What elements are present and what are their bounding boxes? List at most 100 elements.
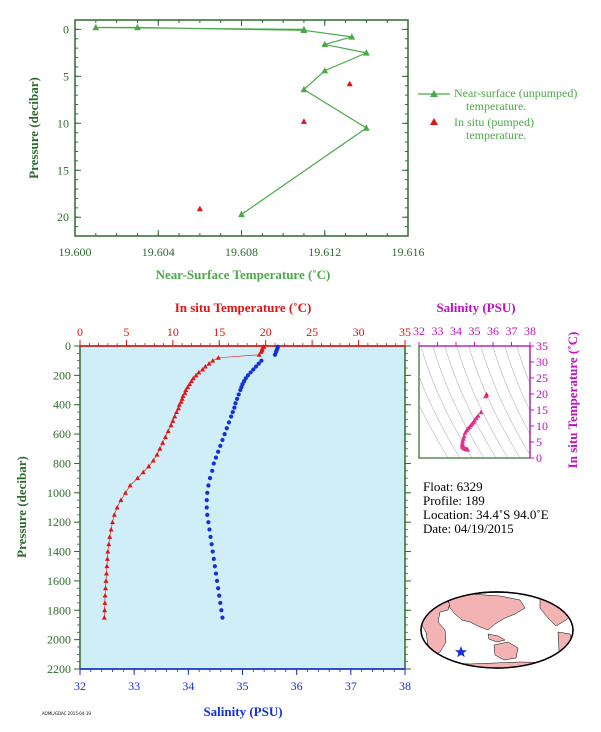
salinity-tick-label: 36: [291, 679, 303, 693]
temperature-point: [258, 349, 264, 354]
temperature-point: [190, 375, 196, 381]
temperature-point: [111, 512, 117, 517]
temperature-point: [202, 363, 208, 369]
salinity-tick-label: 32: [74, 679, 86, 693]
salinity-point: [256, 361, 261, 366]
pressure-tick-label: 400: [53, 398, 71, 412]
map-outline: [420, 591, 574, 669]
temperature-point: [160, 440, 166, 445]
near-surface-point: [321, 40, 329, 48]
near-surface-y-axis-label: Pressure (decibar): [26, 77, 41, 179]
salinity-tick-label: 34: [182, 679, 194, 693]
isopycnal-contour: [444, 346, 497, 458]
salinity-point: [206, 483, 211, 488]
profile-number-text: Profile: 189: [423, 493, 485, 508]
x-tick-label: 19.612: [308, 245, 341, 259]
land-asia: [447, 593, 526, 631]
ts-salinity-tick-label: 36: [487, 324, 499, 338]
isopycnal-contour: [516, 346, 530, 385]
legend-marker-label-2: temperature.: [466, 128, 526, 142]
isopycnal-contour: [456, 346, 509, 458]
salinity-point: [213, 571, 219, 576]
salinity-point: [217, 593, 222, 598]
temperature-point: [135, 475, 141, 481]
legend-line-label-1: Near-surface (unpumped): [454, 86, 577, 100]
salinity-point: [222, 431, 227, 437]
salinity-point: [224, 426, 229, 431]
temperature-point: [110, 519, 115, 525]
pressure-tick-label: 1800: [47, 603, 71, 617]
y-tick-label: 0: [63, 22, 69, 36]
pressure-tick-label: 1200: [47, 515, 71, 529]
temperature-point: [140, 469, 146, 475]
location-text: Location: 34.4˚S 94.0˚E: [423, 507, 549, 522]
ts-salinity-tick-label: 32: [413, 324, 425, 338]
salinity-point: [232, 405, 237, 410]
salinity-point: [272, 352, 278, 357]
salinity-tick-label: 37: [345, 679, 357, 693]
near-surface-point: [134, 23, 141, 31]
near-surface-x-axis-label: Near-Surface Temperature (˚C): [156, 267, 331, 282]
salinity-point: [234, 396, 240, 401]
temperature-point: [256, 352, 262, 357]
isopycnal-contour: [504, 346, 530, 412]
temperature-point: [146, 463, 152, 469]
salinity-point: [245, 373, 251, 378]
isopycnal-contour: [419, 403, 449, 458]
ts-density-contours: [419, 346, 530, 458]
profile-y-axis-label: Pressure (decibar): [14, 456, 29, 558]
ts-y-axis-label: In situ Temperature (˚C): [565, 332, 580, 469]
temperature-point: [175, 405, 181, 411]
x-tick-label: 19.600: [59, 245, 92, 259]
temperature-point: [157, 446, 163, 451]
profile-plot-area: [79, 345, 406, 670]
isopycnal-contour: [419, 375, 461, 458]
ts-temperature-tick-label: 20: [536, 387, 548, 401]
salinity-point: [207, 527, 212, 532]
ts-temperature-tick-label: 0: [536, 451, 542, 465]
temperature-point: [200, 366, 206, 372]
temperature-point: [196, 369, 202, 375]
ts-temperature-tick-label: 10: [536, 419, 548, 433]
profile-chart: In situ Temperature (˚C) 0 5 10 15 20 25 30 35 3…: [14, 300, 411, 719]
temperature-point: [118, 497, 124, 503]
pressure-tick-label: 2000: [47, 633, 71, 647]
salinity-point: [204, 505, 209, 510]
temperature-point: [104, 563, 110, 569]
y-tick-label: 15: [57, 163, 69, 177]
temperature-point: [170, 418, 176, 423]
salinity-point: [212, 564, 217, 569]
y-tick-label: 20: [57, 210, 69, 224]
temperature-point: [180, 393, 186, 398]
temperature-point: [183, 387, 189, 392]
legend-marker-label-1: In situ (pumped): [454, 115, 534, 129]
ts-salinity-tick-label: 34: [450, 324, 462, 338]
isopycnal-contour: [432, 346, 485, 458]
near-surface-point: [300, 26, 308, 34]
salinity-axis-title: Salinity (PSU): [203, 704, 282, 719]
temperature-point: [154, 452, 160, 457]
isopycnal-contour: [492, 346, 530, 435]
near-surface-legend: Near-surface (unpumped) temperature. In …: [418, 86, 577, 142]
temperature-point: [179, 396, 185, 401]
temperature-point: [150, 457, 156, 463]
salinity-point: [211, 556, 216, 561]
x-tick-label: 19.616: [392, 245, 425, 259]
temperature-point: [215, 355, 221, 360]
ts-temperature-tick-label: 15: [536, 403, 548, 417]
salinity-point: [208, 534, 213, 539]
ts-axes: 32 33 34 35 36 37 38 0 5 10 15 20 25 30 35: [413, 324, 548, 465]
ts-salinity-title: Salinity (PSU): [436, 300, 515, 315]
profile-axes: 0 5 10 15 20 25 30 35 32 33 34 35 36 37 38 0 200 400 600 80…: [47, 325, 411, 693]
temperature-point: [101, 615, 107, 620]
temperature-point: [178, 399, 184, 404]
salinity-tick-label: 35: [237, 679, 249, 693]
salinity-point: [220, 437, 225, 443]
salinity-point: [218, 443, 223, 448]
temperature-point: [165, 428, 171, 434]
salinity-point: [211, 461, 216, 466]
ts-diagram: Salinity (PSU) 32 33 34 35 36 37 3805101520253…: [413, 300, 580, 469]
ts-temperature-tick-label: 25: [536, 371, 548, 385]
ts-point: [465, 447, 471, 452]
